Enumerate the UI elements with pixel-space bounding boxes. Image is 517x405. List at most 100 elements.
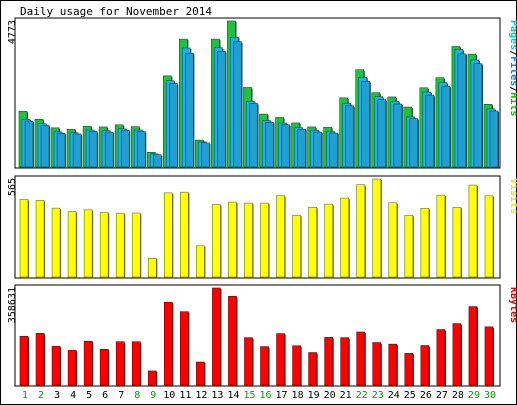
x-tick-label-30: 30 xyxy=(484,390,496,401)
bar-body xyxy=(51,207,61,278)
bar-body xyxy=(452,206,462,278)
bar-hits-pages-18 xyxy=(297,129,307,168)
x-tick-label-8: 8 xyxy=(134,390,140,401)
bar-hits-pages-25 xyxy=(409,118,419,168)
bar-kbytes-kbytes-8 xyxy=(131,341,142,386)
bar-kbytes-kbytes-12 xyxy=(196,361,206,386)
bar-kbytes-kbytes-17 xyxy=(276,333,286,386)
bar-hits-pages-12 xyxy=(201,142,211,168)
bar-kbytes-kbytes-10 xyxy=(164,301,174,386)
bar-body xyxy=(136,131,146,168)
bar-body xyxy=(260,346,269,386)
bar-kbytes-kbytes-6 xyxy=(99,348,110,386)
bar-kbytes-kbytes-11 xyxy=(180,311,190,386)
bar-visits-visits-5 xyxy=(83,209,94,278)
bar-visits-visits-3 xyxy=(51,207,62,278)
bar-body xyxy=(345,105,354,168)
bar-visits-visits-27 xyxy=(436,194,446,278)
bar-kbytes-kbytes-24 xyxy=(388,343,398,386)
bar-body xyxy=(372,178,382,278)
bar-body xyxy=(473,63,483,168)
bar-visits-visits-15 xyxy=(244,202,254,278)
bar-kbytes-kbytes-18 xyxy=(292,345,302,386)
bar-body xyxy=(40,125,50,168)
bar-kbytes-kbytes-16 xyxy=(260,346,270,386)
bar-visits-visits-11 xyxy=(180,191,190,278)
bar-visits-visits-28 xyxy=(452,206,462,278)
x-tick-label-24: 24 xyxy=(388,390,400,401)
bar-hits-pages-10 xyxy=(169,83,179,168)
bar-hits-pages-30 xyxy=(489,110,499,168)
bar-body xyxy=(308,206,317,278)
bar-body xyxy=(217,51,226,168)
legend-entry-1: / xyxy=(508,50,517,56)
bar-kbytes-kbytes-23 xyxy=(372,342,382,386)
bar-hits-pages-9 xyxy=(152,154,163,168)
x-tick-label-27: 27 xyxy=(436,390,448,401)
bar-body xyxy=(233,41,242,168)
bar-body xyxy=(228,201,237,278)
legend-entry-3: / xyxy=(508,86,517,92)
bar-kbytes-kbytes-21 xyxy=(340,337,350,386)
bar-body xyxy=(72,133,82,168)
bar-body xyxy=(180,191,189,278)
chart-title: Daily usage for November 2014 xyxy=(20,5,212,18)
bar-body xyxy=(329,132,338,168)
bar-visits-visits-13 xyxy=(212,204,222,278)
x-tick-label-22: 22 xyxy=(356,390,368,401)
bar-body xyxy=(104,131,114,168)
x-tick-label-6: 6 xyxy=(102,390,108,401)
x-tick-label-13: 13 xyxy=(211,390,223,401)
x-tick-label-18: 18 xyxy=(292,390,304,401)
bar-body xyxy=(19,199,29,278)
bar-kbytes-kbytes-20 xyxy=(324,337,334,386)
bar-hits-pages-14 xyxy=(233,41,243,169)
bar-body xyxy=(164,192,173,278)
bar-body xyxy=(484,195,494,278)
bar-hits-pages-29 xyxy=(473,63,483,168)
bar-visits-visits-14 xyxy=(228,201,238,278)
bar-kbytes-kbytes-9 xyxy=(147,370,158,386)
bar-hits-pages-16 xyxy=(265,122,275,168)
x-tick-label-14: 14 xyxy=(227,390,239,401)
panel-kbytes: 358631 KBytes xyxy=(7,284,517,387)
bar-visits-visits-30 xyxy=(484,195,494,278)
bar-kbytes-kbytes-5 xyxy=(83,340,94,386)
bar-hits-pages-2 xyxy=(40,125,51,168)
bar-body xyxy=(441,85,451,168)
bar-body xyxy=(388,343,398,386)
bar-hits-pages-3 xyxy=(56,133,67,168)
bar-visits-visits-9 xyxy=(147,257,158,278)
x-tick-label-29: 29 xyxy=(468,390,480,401)
bar-body xyxy=(372,342,382,386)
bar-body xyxy=(361,81,371,168)
bar-hits-pages-15 xyxy=(249,103,259,168)
bar-body xyxy=(484,326,494,386)
chart-panels: 4773Pages/Files/Hits565Visits358631KByte… xyxy=(7,17,517,387)
bar-body xyxy=(292,345,301,386)
x-tick-label-23: 23 xyxy=(372,390,384,401)
bar-body xyxy=(340,337,349,386)
bar-body xyxy=(212,287,221,386)
x-tick-label-25: 25 xyxy=(404,390,416,401)
bar-visits-visits-19 xyxy=(308,206,318,278)
x-tick-label-10: 10 xyxy=(163,390,175,401)
bar-visits-visits-29 xyxy=(468,184,478,278)
bar-hits-pages-5 xyxy=(88,131,99,168)
bar-body xyxy=(67,350,77,386)
bar-body xyxy=(420,208,430,278)
bar-body xyxy=(292,214,301,278)
bar-body xyxy=(313,131,322,168)
bar-visits-visits-21 xyxy=(340,197,350,278)
bar-kbytes-kbytes-27 xyxy=(436,329,446,386)
x-tick-label-5: 5 xyxy=(86,390,92,401)
bar-kbytes-kbytes-14 xyxy=(228,295,238,386)
bar-kbytes-kbytes-29 xyxy=(468,306,478,386)
bar-body xyxy=(281,124,290,168)
bar-kbytes-kbytes-1 xyxy=(19,336,30,386)
bar-body xyxy=(51,346,61,386)
bar-body xyxy=(228,295,237,386)
bar-body xyxy=(131,341,141,386)
